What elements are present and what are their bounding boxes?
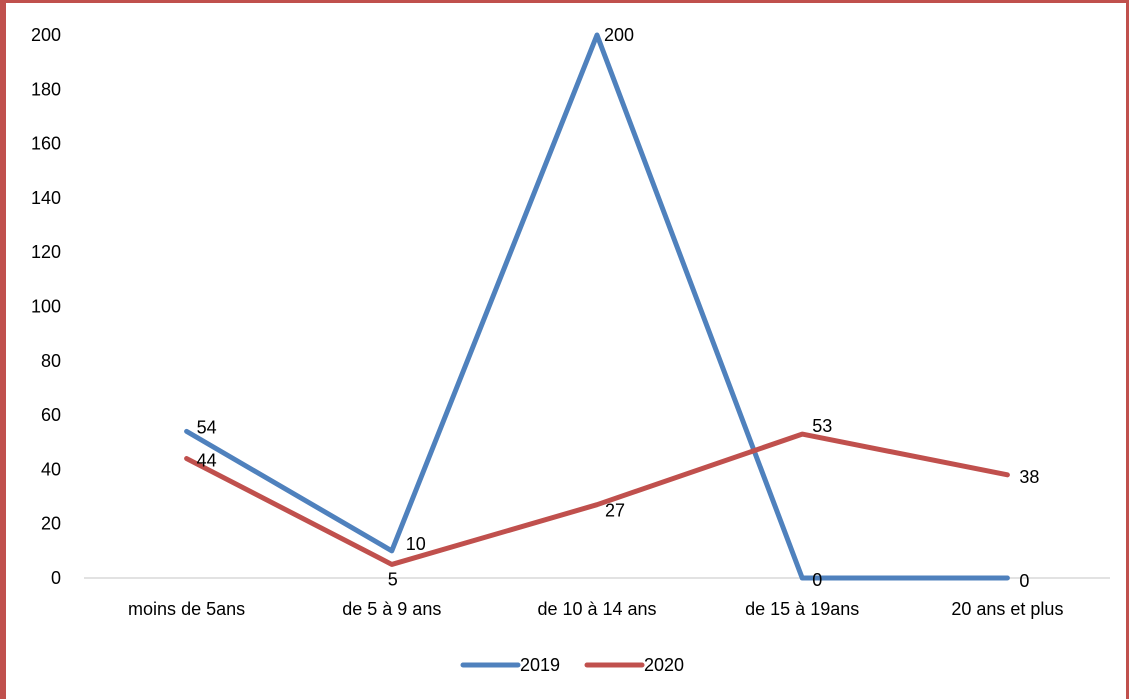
data-label: 5 (388, 569, 398, 589)
data-label: 0 (812, 570, 822, 590)
x-tick-label: moins de 5ans (128, 599, 245, 619)
x-tick-label: de 10 à 14 ans (537, 599, 656, 619)
y-tick-label: 60 (41, 405, 61, 425)
frame-left-border (0, 0, 6, 699)
frame-right-border (1126, 0, 1129, 699)
data-label: 54 (197, 417, 217, 437)
series-line-2020 (184, 431, 1010, 567)
data-label: 27 (605, 501, 625, 521)
data-label: 200 (604, 25, 634, 45)
legend-label: 2019 (520, 655, 560, 675)
y-tick-label: 20 (41, 514, 61, 534)
legend-label: 2020 (644, 655, 684, 675)
x-tick-label: 20 ans et plus (951, 599, 1063, 619)
y-tick-label: 120 (31, 242, 61, 262)
data-label: 38 (1019, 467, 1039, 487)
y-tick-label: 0 (51, 568, 61, 588)
y-tick-label: 80 (41, 351, 61, 371)
frame-top-border (0, 0, 1129, 3)
y-tick-label: 160 (31, 134, 61, 154)
y-tick-label: 200 (31, 25, 61, 45)
legend: 2019 2020 (460, 655, 684, 675)
x-axis-ticks: moins de 5ans de 5 à 9 ans de 10 à 14 ans d… (128, 599, 1063, 619)
series-line-2019 (184, 32, 1010, 581)
data-label: 0 (1019, 571, 1029, 591)
x-tick-label: de 15 à 19ans (745, 599, 859, 619)
x-tick-label: de 5 à 9 ans (342, 599, 441, 619)
data-label: 10 (406, 534, 426, 554)
y-tick-label: 180 (31, 79, 61, 99)
y-axis-ticks: 0 20 40 60 80 100 120 140 160 180 200 (31, 25, 61, 588)
data-label: 53 (812, 416, 832, 436)
y-tick-label: 100 (31, 297, 61, 317)
data-label: 44 (197, 451, 217, 471)
data-labels: 54 10 200 0 0 44 5 27 53 38 (197, 25, 1040, 591)
series-lines (184, 32, 1010, 581)
y-tick-label: 40 (41, 459, 61, 479)
y-tick-label: 140 (31, 188, 61, 208)
